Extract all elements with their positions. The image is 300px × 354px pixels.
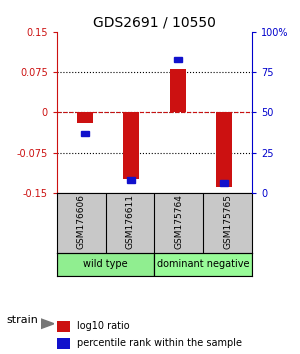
Bar bbox=[81, 131, 89, 136]
Bar bbox=[220, 181, 228, 186]
Bar bbox=[154, 253, 252, 276]
Bar bbox=[169, 69, 186, 112]
Text: strain: strain bbox=[6, 315, 38, 325]
Text: GSM175764: GSM175764 bbox=[174, 194, 183, 249]
Text: wild type: wild type bbox=[83, 259, 128, 269]
Bar bbox=[77, 112, 93, 123]
Bar bbox=[216, 112, 232, 187]
Text: GSM176611: GSM176611 bbox=[126, 194, 135, 249]
Text: log10 ratio: log10 ratio bbox=[77, 321, 130, 331]
Text: GSM175765: GSM175765 bbox=[223, 194, 232, 249]
Bar bbox=[127, 177, 136, 183]
Text: percentile rank within the sample: percentile rank within the sample bbox=[77, 338, 242, 348]
Title: GDS2691 / 10550: GDS2691 / 10550 bbox=[93, 15, 216, 29]
Bar bbox=[123, 112, 140, 179]
Text: dominant negative: dominant negative bbox=[157, 259, 250, 269]
Bar bbox=[173, 57, 182, 62]
Bar bbox=[57, 253, 154, 276]
Polygon shape bbox=[40, 319, 54, 329]
Text: GSM176606: GSM176606 bbox=[77, 194, 86, 249]
Bar bbox=[57, 338, 70, 349]
Bar bbox=[57, 321, 70, 332]
